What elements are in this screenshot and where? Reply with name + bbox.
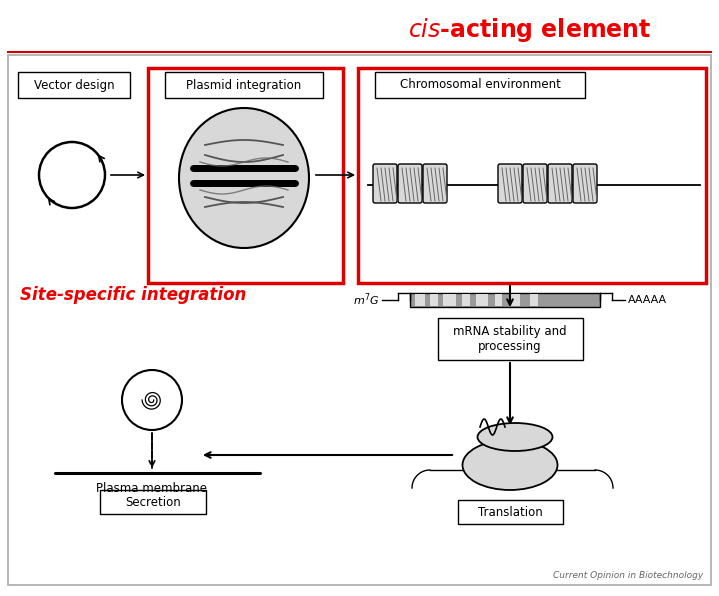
FancyBboxPatch shape: [423, 164, 447, 203]
FancyBboxPatch shape: [573, 164, 597, 203]
Bar: [410, 293, 600, 307]
Bar: [510, 294, 520, 306]
FancyBboxPatch shape: [523, 164, 547, 203]
Bar: [165, 72, 323, 98]
Text: Chromosomal environment: Chromosomal environment: [400, 79, 560, 92]
FancyBboxPatch shape: [498, 164, 522, 203]
Bar: [8, 55, 711, 585]
Text: Current Opinion in Biotechnology: Current Opinion in Biotechnology: [553, 570, 703, 579]
Bar: [415, 294, 425, 306]
Bar: [438, 318, 583, 360]
Bar: [375, 72, 585, 98]
Text: Plasma membrane: Plasma membrane: [96, 482, 208, 495]
Text: Translation: Translation: [477, 505, 542, 519]
Bar: [18, 72, 130, 98]
Ellipse shape: [462, 440, 557, 490]
Bar: [530, 294, 538, 306]
Bar: [358, 68, 706, 283]
Bar: [100, 490, 206, 514]
Bar: [462, 294, 470, 306]
Text: $m^7G$: $m^7G$: [353, 291, 380, 308]
Bar: [148, 68, 343, 283]
Text: Plasmid integration: Plasmid integration: [186, 79, 302, 92]
Text: mRNA stability and
processing: mRNA stability and processing: [453, 325, 567, 353]
Text: Site-specific integration: Site-specific integration: [20, 286, 247, 304]
Text: AAAAA: AAAAA: [628, 295, 667, 305]
FancyBboxPatch shape: [548, 164, 572, 203]
Text: $\it{cis}$-acting element: $\it{cis}$-acting element: [408, 16, 651, 44]
Ellipse shape: [477, 423, 552, 451]
Bar: [458, 500, 563, 524]
Bar: [430, 294, 438, 306]
Text: Secretion: Secretion: [125, 495, 181, 508]
Bar: [443, 294, 456, 306]
Bar: [495, 294, 502, 306]
Bar: [476, 294, 488, 306]
Ellipse shape: [179, 108, 309, 248]
FancyBboxPatch shape: [398, 164, 422, 203]
Text: Vector design: Vector design: [34, 79, 114, 92]
FancyBboxPatch shape: [373, 164, 397, 203]
